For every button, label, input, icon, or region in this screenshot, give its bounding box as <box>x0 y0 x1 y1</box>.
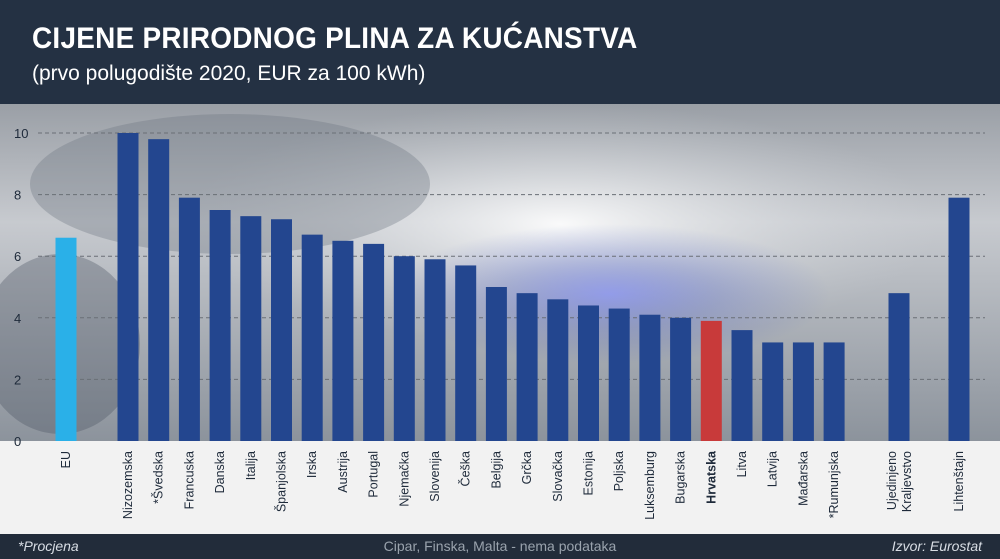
x-tick-label-text: Grčka <box>520 451 534 484</box>
bar <box>700 320 722 441</box>
x-tick-label: Latvija <box>766 451 780 487</box>
bar <box>117 133 139 441</box>
bar <box>209 210 231 441</box>
x-tick-label-text: Nizozemska <box>121 451 135 519</box>
x-tick-label-text: Bugarska <box>674 451 688 504</box>
bar <box>148 139 170 441</box>
footnote-estimate: *Procjena <box>18 538 79 554</box>
x-tick-label: Estonija <box>582 451 596 496</box>
bar <box>670 317 692 441</box>
x-tick-label: Portugal <box>367 451 381 498</box>
bar <box>731 330 753 441</box>
x-tick-label: Španjolska <box>274 451 289 512</box>
x-tick-label: Belgija <box>489 451 503 489</box>
bar <box>608 308 630 441</box>
bar-chart: 0 2 4 6 8 10 EU Nizozemska *Švedska Francuska Dan… <box>0 104 1000 534</box>
x-tick-label-text: Mađarska <box>796 451 810 506</box>
x-tick-label-text: *Švedska <box>151 451 166 504</box>
chart-subtitle: (prvo polugodište 2020, EUR za 100 kWh) <box>32 62 426 85</box>
x-tick-label: Hrvatska <box>704 450 718 504</box>
bar <box>516 293 538 441</box>
y-tick-label: 2 <box>14 372 21 387</box>
x-tick-label: Bugarska <box>674 451 688 504</box>
x-tick-label: Litva <box>735 451 749 477</box>
footnote-missing-data: Cipar, Finska, Malta - nema podataka <box>383 538 617 554</box>
x-tick-label: Luksemburg <box>643 451 657 520</box>
chart-title: CIJENE PRIRODNOG PLINA ZA KUĆANSTVA <box>32 22 638 55</box>
bar <box>363 243 385 441</box>
x-tick-label-text: Poljska <box>612 451 626 491</box>
bar <box>762 342 784 441</box>
y-tick-label: 4 <box>14 311 21 326</box>
bar <box>240 216 262 441</box>
footer: *Procjena Cipar, Finska, Malta - nema po… <box>0 534 1000 559</box>
x-tick-label-text: Italija <box>244 451 258 480</box>
x-tick-label-text: Slovačka <box>551 451 565 502</box>
x-tick-label-text: EU <box>59 451 73 468</box>
bar <box>639 314 661 441</box>
x-tick-label-text: Španjolska <box>274 451 289 512</box>
x-tick-label-text: Francuska <box>182 451 196 509</box>
bar <box>792 342 814 441</box>
y-tick-label: 6 <box>14 249 21 264</box>
bar <box>271 219 292 441</box>
x-tick-label-text: Latvija <box>766 451 780 487</box>
x-tick-label-text: Kraljevstvo <box>900 451 914 512</box>
x-tick-label-text: Austrija <box>336 451 350 493</box>
y-tick-label: 10 <box>14 126 28 141</box>
x-tick-label-text: Litva <box>735 451 749 477</box>
source-label: Izvor: Eurostat <box>891 538 982 554</box>
bar <box>332 240 354 441</box>
x-tick-label: Austrija <box>336 451 350 493</box>
x-tick-label: Danska <box>213 451 227 493</box>
bar <box>823 342 845 441</box>
bar <box>455 265 477 441</box>
bar <box>178 197 200 441</box>
bar <box>301 234 323 441</box>
x-tick-label-text: Luksemburg <box>643 451 657 520</box>
x-tick-label-text: Estonija <box>582 451 596 496</box>
bar <box>393 256 415 441</box>
bar <box>578 305 599 441</box>
x-tick-label: Njemačka <box>397 451 411 507</box>
x-tick-label: Grčka <box>520 451 534 484</box>
x-tick-label: *Švedska <box>151 451 166 504</box>
x-tick-label-text: Njemačka <box>397 451 411 507</box>
x-tick-label-text: Irska <box>305 451 319 478</box>
x-tick-label: Irska <box>305 451 319 478</box>
x-tick-label-text: *Rumunjska <box>827 451 841 518</box>
bar <box>547 299 569 441</box>
x-tick-label: Slovenija <box>428 451 442 502</box>
chart-area: 0 2 4 6 8 10 EU Nizozemska *Švedska Francuska Dan… <box>0 104 1000 534</box>
x-tick-label: Poljska <box>612 451 626 491</box>
x-tick-label-text: Danska <box>213 451 227 493</box>
x-tick-label: Francuska <box>182 451 196 509</box>
x-tick-label: Slovačka <box>551 451 565 502</box>
bar <box>424 259 446 441</box>
x-tick-label: Lihtenštajn <box>952 451 966 512</box>
x-tick-label: Italija <box>244 451 258 480</box>
x-tick-label: EU <box>59 451 73 468</box>
x-tick-label-text: Češka <box>458 451 473 486</box>
x-tick-label-text: Belgija <box>489 451 503 489</box>
x-tick-label: Ujedinjeno Kraljevstvo <box>885 451 914 512</box>
y-tick-label: 0 <box>14 434 21 449</box>
x-tick-label-text: Ujedinjeno <box>885 451 899 510</box>
bar <box>888 293 910 441</box>
label-background <box>0 441 1000 534</box>
x-tick-label: Mađarska <box>796 451 810 506</box>
x-tick-label-text: Lihtenštajn <box>952 451 966 512</box>
x-tick-label-text: Portugal <box>367 451 381 498</box>
bar <box>485 287 507 441</box>
x-tick-label: Češka <box>458 451 473 486</box>
y-tick-label: 8 <box>14 188 21 203</box>
bar <box>55 237 77 441</box>
x-tick-label-text: Slovenija <box>428 451 442 502</box>
x-tick-label: Nizozemska <box>121 451 135 519</box>
header: CIJENE PRIRODNOG PLINA ZA KUĆANSTVA (prv… <box>0 0 1000 104</box>
x-tick-label-text: Hrvatska <box>704 450 718 504</box>
bar <box>948 197 970 441</box>
x-tick-label: *Rumunjska <box>827 451 841 518</box>
